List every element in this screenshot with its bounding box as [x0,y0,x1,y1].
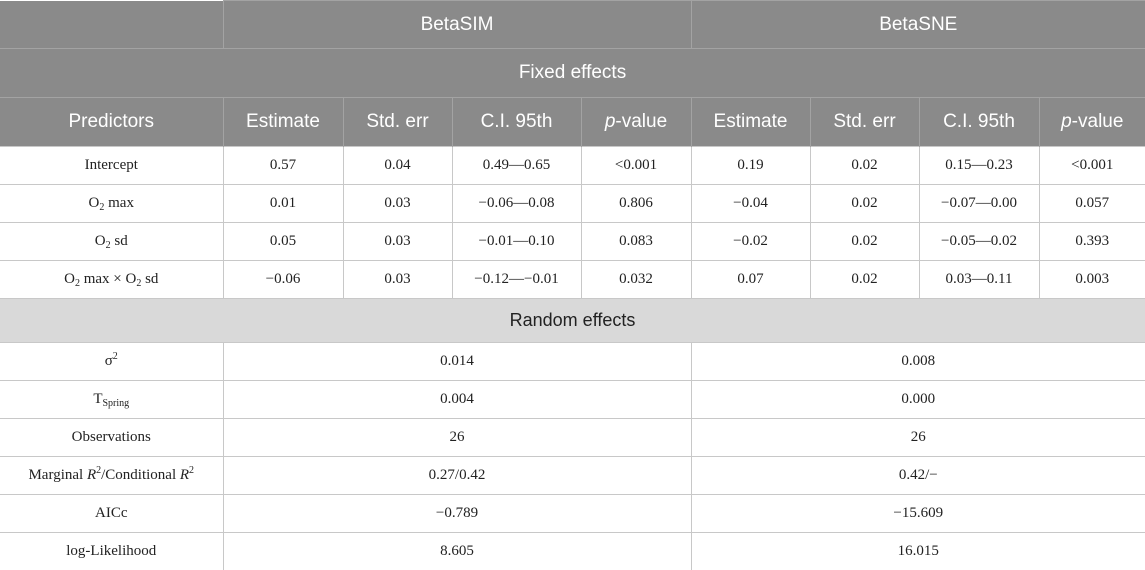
label-marginal-conditional-r2: Marginal R2/Conditional R2 [0,456,224,495]
cell: 0.42/− [690,456,1145,495]
random-effects-row: Random effects [0,298,1145,343]
col-header-estimate: Estimate [691,97,811,147]
cell: 0.49—0.65 [451,146,582,185]
cell: 0.083 [580,222,692,261]
cell: <0.001 [580,146,692,185]
cell: 0.03 [342,260,453,299]
predictor-intercept: Intercept [0,146,224,185]
cell: 0.07 [690,260,811,299]
cell: 16.015 [690,532,1145,570]
cell: −0.06 [222,260,344,299]
cell: 0.03 [342,184,453,223]
table-row: O2 max × O2 sd −0.06 0.03 −0.12—−0.01 0.… [0,260,1145,299]
fixed-effects-heading: Fixed effects [0,48,1145,98]
cell: 8.605 [222,532,692,570]
label-t-spring: TSpring [0,380,224,419]
table-row: log-Likelihood 8.605 16.015 [0,532,1145,570]
cell: −0.02 [690,222,811,261]
cell: 0.15—0.23 [918,146,1040,185]
predictor-o2-sd: O2 sd [0,222,224,261]
col-header-predictors: Predictors [0,97,224,147]
cell: −0.789 [222,494,692,533]
cell: 0.04 [342,146,453,185]
label-log-likelihood: log-Likelihood [0,532,224,570]
cell: 0.27/0.42 [222,456,692,495]
label-observations: Observations [0,418,224,457]
cell: 0.008 [690,342,1145,381]
cell: 0.02 [809,260,920,299]
cell: 0.02 [809,146,920,185]
table-row: Intercept 0.57 0.04 0.49—0.65 <0.001 0.1… [0,146,1145,185]
cell: 0.19 [690,146,811,185]
cell: 0.057 [1038,184,1145,223]
p-italic: p [604,111,616,132]
predictor-o2-max-x-o2-sd: O2 max × O2 sd [0,260,224,299]
p-suffix: -value [1071,111,1124,132]
cell: 26 [690,418,1145,457]
predictor-o2-max: O2 max [0,184,224,223]
cell: 0.57 [222,146,344,185]
table-row: AICc −0.789 −15.609 [0,494,1145,533]
p-italic: p [1061,111,1072,132]
empty-corner-cell [0,0,224,49]
cell: −15.609 [690,494,1145,533]
cell: −0.01—0.10 [451,222,582,261]
cell: 0.000 [690,380,1145,419]
cell: 26 [222,418,692,457]
cell: −0.07—0.00 [918,184,1040,223]
column-header-row: Predictors Estimate Std. err C.I. 95th p… [0,97,1145,147]
group-header-betasne: BetaSNE [691,0,1145,49]
p-suffix: -value [615,111,668,132]
cell: −0.04 [690,184,811,223]
table-row: O2 max 0.01 0.03 −0.06—0.08 0.806 −0.04 … [0,184,1145,223]
cell: 0.393 [1038,222,1145,261]
cell: 0.032 [580,260,692,299]
col-header-ci: C.I. 95th [919,97,1040,147]
cell: 0.004 [222,380,692,419]
cell: <0.001 [1038,146,1145,185]
cell: 0.003 [1038,260,1145,299]
random-effects-heading: Random effects [0,298,1145,343]
table-row: O2 sd 0.05 0.03 −0.01—0.10 0.083 −0.02 0… [0,222,1145,261]
table-row: Observations 26 26 [0,418,1145,457]
cell: 0.806 [580,184,692,223]
cell: 0.03 [342,222,453,261]
col-header-p-value: p-value [581,97,692,147]
group-header-betasim: BetaSIM [223,0,692,49]
col-header-ci: C.I. 95th [452,97,582,147]
cell: −0.06—0.08 [451,184,582,223]
cell: 0.02 [809,222,920,261]
model-group-header-row: BetaSIM BetaSNE [0,0,1145,49]
col-header-std-err: Std. err [810,97,920,147]
cell: 0.03—0.11 [918,260,1040,299]
table-row: σ2 0.014 0.008 [0,342,1145,381]
table-row: TSpring 0.004 0.000 [0,380,1145,419]
cell: −0.12—−0.01 [451,260,582,299]
cell: 0.05 [222,222,344,261]
col-header-estimate: Estimate [223,97,344,147]
cell: 0.02 [809,184,920,223]
col-header-std-err: Std. err [343,97,453,147]
cell: 0.014 [222,342,692,381]
fixed-effects-row: Fixed effects [0,48,1145,98]
cell: −0.05—0.02 [918,222,1040,261]
label-aicc: AICc [0,494,224,533]
col-header-p-value: p-value [1039,97,1145,147]
cell: 0.01 [222,184,344,223]
label-sigma-squared: σ2 [0,342,224,381]
table-row: Marginal R2/Conditional R2 0.27/0.42 0.4… [0,456,1145,495]
